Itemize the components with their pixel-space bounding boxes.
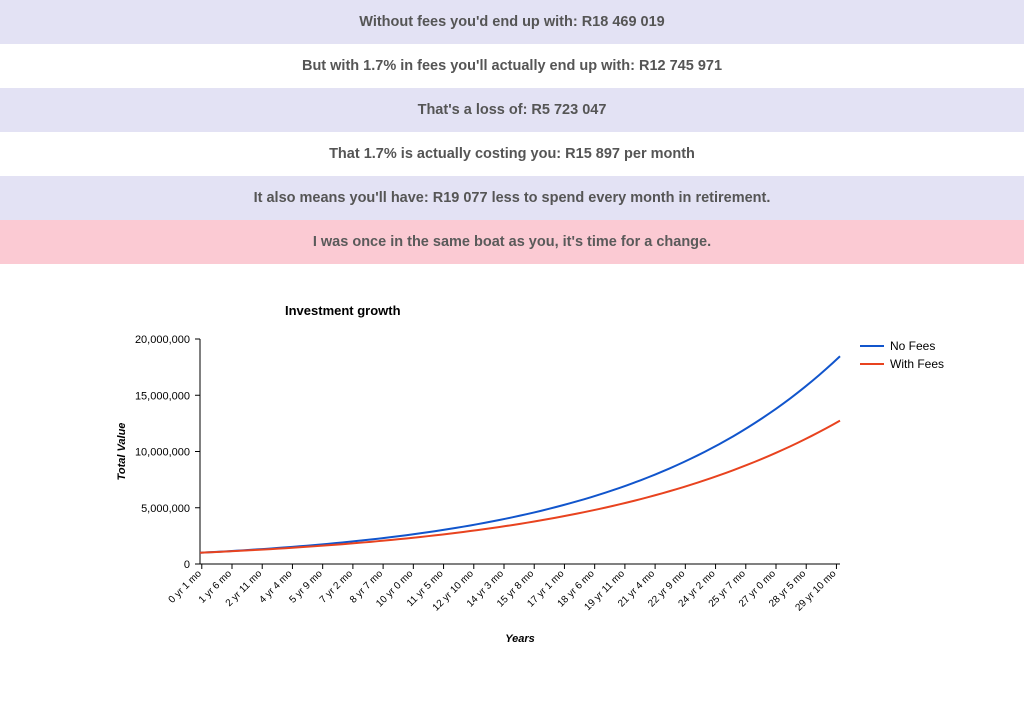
info-row-0: Without fees you'd end up with: R18 469 … bbox=[0, 0, 1024, 44]
info-row-label: It also means you'll have: bbox=[254, 190, 433, 206]
info-row-value: R19 077 less to spend every month in ret… bbox=[433, 190, 771, 206]
info-row-value: R15 897 per month bbox=[565, 146, 695, 162]
svg-text:0: 0 bbox=[184, 559, 190, 571]
svg-text:Years: Years bbox=[505, 633, 535, 645]
info-row-label: But with 1.7% in fees you'll actually en… bbox=[302, 58, 639, 74]
info-row-3: That 1.7% is actually costing you: R15 8… bbox=[0, 132, 1024, 176]
info-row-label: Without fees you'd end up with: bbox=[359, 14, 581, 30]
svg-text:10,000,000: 10,000,000 bbox=[135, 447, 190, 459]
series-with-fees bbox=[200, 421, 840, 553]
info-row-2: That's a loss of: R5 723 047 bbox=[0, 88, 1024, 132]
info-row-value: R18 469 019 bbox=[582, 14, 665, 30]
svg-text:5,000,000: 5,000,000 bbox=[141, 503, 190, 515]
info-row-value: R12 745 971 bbox=[639, 58, 722, 74]
info-row-4: It also means you'll have: R19 077 less … bbox=[0, 176, 1024, 220]
svg-text:Total Value: Total Value bbox=[116, 423, 128, 481]
svg-text:With Fees: With Fees bbox=[890, 357, 944, 371]
info-row-value: R5 723 047 bbox=[531, 102, 606, 118]
callout-row: I was once in the same boat as you, it's… bbox=[0, 220, 1024, 264]
callout-text: I was once in the same boat as you, it's… bbox=[313, 234, 711, 250]
svg-text:15,000,000: 15,000,000 bbox=[135, 390, 190, 402]
svg-text:No Fees: No Fees bbox=[890, 339, 935, 353]
investment-growth-chart: 0 5,000,000 10,000,000 15,000,000 20,000,000… bbox=[0, 284, 1024, 684]
svg-text:Investment growth: Investment growth bbox=[285, 303, 401, 318]
svg-text:20,000,000: 20,000,000 bbox=[135, 334, 190, 346]
info-row-label: That's a loss of: bbox=[418, 102, 532, 118]
info-row-1: But with 1.7% in fees you'll actually en… bbox=[0, 44, 1024, 88]
info-row-label: That 1.7% is actually costing you: bbox=[329, 146, 565, 162]
